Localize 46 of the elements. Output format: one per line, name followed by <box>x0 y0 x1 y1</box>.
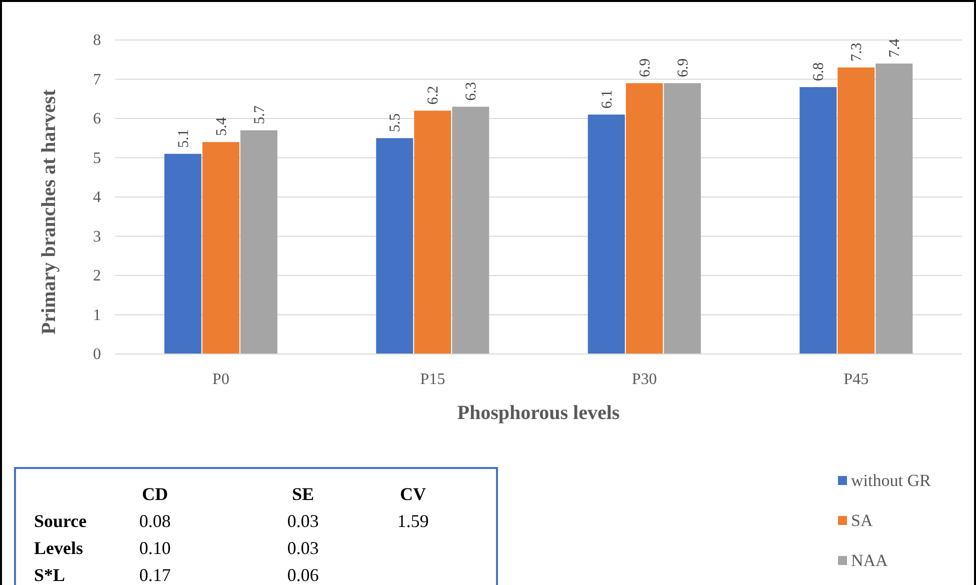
x-tick-label: P0 <box>212 371 230 388</box>
bar <box>876 64 913 354</box>
bar <box>626 83 663 354</box>
y-tick-label: 7 <box>93 71 101 88</box>
data-label: 6.9 <box>637 58 654 78</box>
bar <box>452 106 490 354</box>
data-label: 7.4 <box>887 38 904 58</box>
x-tick-label: P30 <box>632 371 657 388</box>
x-tick-label: P45 <box>844 371 869 388</box>
legend-label: without GR <box>851 471 932 490</box>
legend-label: NAA <box>851 551 889 570</box>
y-tick-label: 4 <box>93 189 101 206</box>
bar <box>240 130 278 354</box>
data-label: 5.7 <box>252 105 268 124</box>
y-tick-label: 1 <box>93 306 101 324</box>
y-tick-label: 2 <box>93 268 101 284</box>
data-label: 5.4 <box>214 116 230 136</box>
y-tick-label: 5 <box>93 150 101 167</box>
data-label: 6.1 <box>599 90 616 109</box>
text: Source 0.08 0.03 1.59 <box>34 511 429 531</box>
x-axis-title: Phosphorous levels <box>457 402 620 424</box>
y-tick-label: 6 <box>93 110 101 128</box>
data-label: 6.2 <box>426 86 442 105</box>
bar <box>202 142 240 354</box>
data-label: 6.3 <box>464 82 480 101</box>
bar <box>588 114 625 354</box>
data-label: 6.9 <box>675 58 692 78</box>
y-tick-label: 3 <box>93 228 101 246</box>
data-label: 7.3 <box>849 42 866 62</box>
bar <box>664 83 701 354</box>
data-label: 6.8 <box>811 62 828 82</box>
bar <box>376 138 414 354</box>
bar <box>164 154 202 354</box>
bar <box>800 87 837 354</box>
bar <box>838 67 875 354</box>
x-tick-label: P15 <box>420 371 446 388</box>
text: S*L 0.17 0.06 <box>34 565 319 585</box>
text: Levels 0.10 0.03 <box>34 538 319 558</box>
bar <box>414 110 452 354</box>
y-axis-title: Primary branches at harvest <box>38 89 60 334</box>
text: CD SE CV <box>142 484 426 504</box>
data-label: 5.1 <box>176 129 192 148</box>
data-label: 5.5 <box>388 113 404 132</box>
legend-label: SA <box>851 511 874 530</box>
y-tick-label: 8 <box>93 32 101 49</box>
y-tick-label: 0 <box>93 346 101 363</box>
